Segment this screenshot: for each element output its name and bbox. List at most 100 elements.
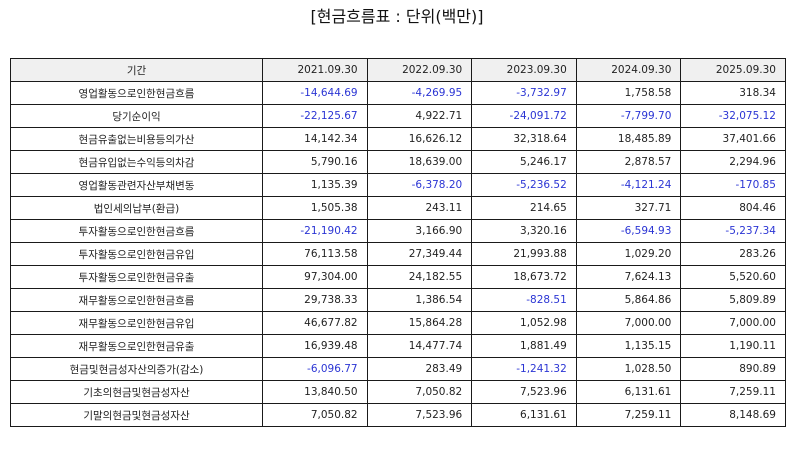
header-year: 2021.09.30: [262, 58, 368, 82]
value-cell: 7,050.82: [366, 380, 473, 404]
value-cell: 1,505.38: [262, 196, 368, 220]
value-cell: 32,318.64: [471, 127, 577, 151]
value-cell: -22,125.67: [262, 104, 368, 128]
table-row: 법인세의납부(환급) 1,505.38 243.11 214.65 327.71 804.…: [10, 196, 786, 220]
value-cell: 6,131.61: [575, 380, 682, 404]
value-cell: 46,677.82: [262, 311, 368, 335]
value-cell: 1,135.15: [575, 334, 682, 358]
table-row: 영업활동관련자산부채변동 1,135.39 -6,378.20 -5,236.52 -4…: [10, 173, 786, 197]
row-label: 기초의현금및현금성자산: [10, 380, 263, 404]
value-cell: 2,878.57: [575, 150, 682, 174]
value-cell: 15,864.28: [366, 311, 473, 335]
value-cell: 18,639.00: [366, 150, 473, 174]
row-label: 투자활동으로인한현금흐름: [10, 219, 263, 243]
cash-flow-table: 기간 2021.09.30 2022.09.30 2023.09.30 2024…: [10, 58, 786, 427]
value-cell: -14,644.69: [262, 81, 368, 105]
row-label: 재무활동으로인한현금유출: [10, 334, 263, 358]
value-cell: 804.46: [680, 196, 786, 220]
value-cell: -3,732.97: [471, 81, 577, 105]
value-cell: 7,050.82: [262, 403, 368, 427]
value-cell: -4,121.24: [575, 173, 682, 197]
table-row: 기초의현금및현금성자산 13,840.50 7,050.82 7,523.96 6,13…: [10, 380, 786, 404]
value-cell: 283.49: [366, 357, 473, 381]
table-row: 투자활동으로인한현금유입 76,113.58 27,349.44 21,993.88 1…: [10, 242, 786, 266]
table-row: 투자활동으로인한현금유출 97,304.00 24,182.55 18,673.72 7…: [10, 265, 786, 289]
table-header: 기간 2021.09.30 2022.09.30 2023.09.30 2024…: [10, 58, 786, 82]
value-cell: 243.11: [366, 196, 473, 220]
value-cell: 6,131.61: [471, 403, 577, 427]
value-cell: -24,091.72: [471, 104, 577, 128]
value-cell: 1,052.98: [471, 311, 577, 335]
header-row: 기간 2021.09.30 2022.09.30 2023.09.30 2024…: [10, 58, 786, 82]
table-row: 현금유입없는수익등의차감 5,790.16 18,639.00 5,246.17 2,8…: [10, 150, 786, 174]
table-row: 투자활동으로인한현금흐름 -21,190.42 3,166.90 3,320.16 -6…: [10, 219, 786, 243]
value-cell: -32,075.12: [680, 104, 786, 128]
table-row: 현금유출없는비용등의가산 14,142.34 16,626.12 32,318.64 1…: [10, 127, 786, 151]
row-label: 투자활동으로인한현금유입: [10, 242, 263, 266]
value-cell: 29,738.33: [262, 288, 368, 312]
value-cell: -6,594.93: [575, 219, 682, 243]
row-label: 재무활동으로인한현금흐름: [10, 288, 263, 312]
value-cell: 5,520.60: [680, 265, 786, 289]
row-label: 현금및현금성자산의증가(감소): [10, 357, 263, 381]
value-cell: -1,241.32: [471, 357, 577, 381]
row-label: 재무활동으로인한현금유입: [10, 311, 263, 335]
value-cell: 3,166.90: [366, 219, 473, 243]
value-cell: 5,864.86: [575, 288, 682, 312]
page-title: [현금흐름표 : 단위(백만)]: [310, 7, 484, 26]
row-label: 영업활동으로인한현금흐름: [10, 81, 263, 105]
value-cell: -828.51: [471, 288, 577, 312]
row-label: 당기순이익: [10, 104, 263, 128]
value-cell: 2,294.96: [680, 150, 786, 174]
value-cell: 21,993.88: [471, 242, 577, 266]
row-label: 투자활동으로인한현금유출: [10, 265, 263, 289]
value-cell: 14,477.74: [366, 334, 473, 358]
row-label: 기말의현금및현금성자산: [10, 403, 263, 427]
value-cell: 97,304.00: [262, 265, 368, 289]
value-cell: 13,840.50: [262, 380, 368, 404]
value-cell: -5,237.34: [680, 219, 786, 243]
value-cell: 37,401.66: [680, 127, 786, 151]
value-cell: 283.26: [680, 242, 786, 266]
value-cell: 1,135.39: [262, 173, 368, 197]
value-cell: 24,182.55: [366, 265, 473, 289]
header-year: 2023.09.30: [471, 58, 577, 82]
value-cell: 14,142.34: [262, 127, 368, 151]
value-cell: 318.34: [680, 81, 786, 105]
value-cell: 1,881.49: [471, 334, 577, 358]
value-cell: 16,939.48: [262, 334, 368, 358]
value-cell: 1,386.54: [366, 288, 473, 312]
value-cell: -6,096.77: [262, 357, 368, 381]
value-cell: 7,523.96: [471, 380, 577, 404]
value-cell: 1,029.20: [575, 242, 682, 266]
row-label: 영업활동관련자산부채변동: [10, 173, 263, 197]
table-row: 당기순이익 -22,125.67 4,922.71 -24,091.72 -7,799.…: [10, 104, 786, 128]
table-row: 재무활동으로인한현금흐름 29,738.33 1,386.54 -828.51 5,86…: [10, 288, 786, 312]
value-cell: 214.65: [471, 196, 577, 220]
value-cell: 7,000.00: [680, 311, 786, 335]
value-cell: -170.85: [680, 173, 786, 197]
value-cell: -5,236.52: [471, 173, 577, 197]
table-row: 영업활동으로인한현금흐름 -14,644.69 -4,269.95 -3,732.97…: [10, 81, 786, 105]
value-cell: -7,799.70: [575, 104, 682, 128]
row-label: 현금유입없는수익등의차감: [10, 150, 263, 174]
value-cell: 3,320.16: [471, 219, 577, 243]
value-cell: 890.89: [680, 357, 786, 381]
value-cell: 5,790.16: [262, 150, 368, 174]
table-row: 현금및현금성자산의증가(감소) -6,096.77 283.49 -1,241.32 1…: [10, 357, 786, 381]
value-cell: 1,028.50: [575, 357, 682, 381]
table-body: 영업활동으로인한현금흐름 -14,644.69 -4,269.95 -3,732.97…: [10, 81, 786, 427]
value-cell: 18,673.72: [471, 265, 577, 289]
value-cell: 327.71: [575, 196, 682, 220]
value-cell: -4,269.95: [366, 81, 473, 105]
value-cell: 16,626.12: [366, 127, 473, 151]
value-cell: 27,349.44: [366, 242, 473, 266]
value-cell: 5,809.89: [680, 288, 786, 312]
table-row: 재무활동으로인한현금유입 46,677.82 15,864.28 1,052.98 7,…: [10, 311, 786, 335]
value-cell: 1,758.58: [575, 81, 682, 105]
row-label: 현금유출없는비용등의가산: [10, 127, 263, 151]
value-cell: 4,922.71: [366, 104, 473, 128]
value-cell: -21,190.42: [262, 219, 368, 243]
value-cell: 18,485.89: [575, 127, 682, 151]
value-cell: -6,378.20: [366, 173, 473, 197]
